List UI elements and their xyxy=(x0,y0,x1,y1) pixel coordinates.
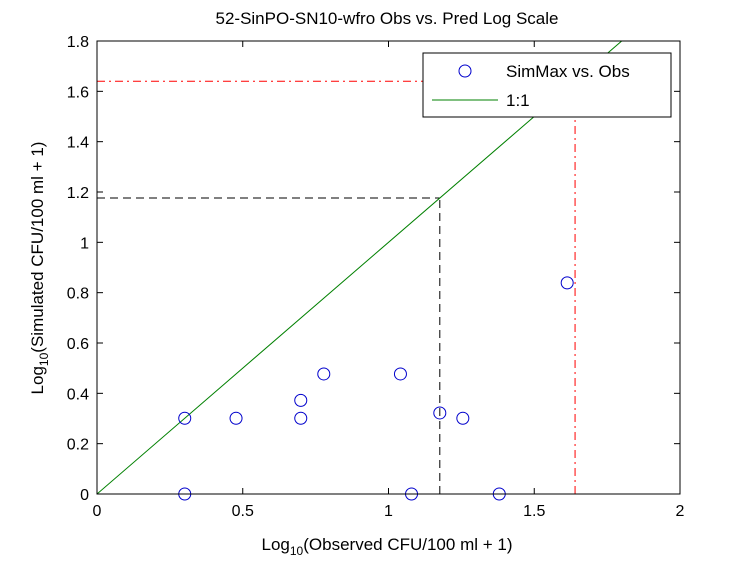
y-axis-label: Log10(Simulated CFU/100 ml + 1) xyxy=(28,142,51,395)
y-tick-label: 0.6 xyxy=(67,336,89,353)
x-axis-label-text: (Observed CFU/100 ml + 1) xyxy=(303,535,512,554)
legend-marker-simmax xyxy=(458,64,472,78)
x-axis-label: Log10(Observed CFU/100 ml + 1) xyxy=(262,535,513,558)
y-tick-label: 1.4 xyxy=(67,135,89,152)
y-axis-ticks: 0 0.2 0.4 0.6 0.8 1 1.2 1.4 1.6 1.8 xyxy=(67,34,680,504)
x-tick-label: 0 xyxy=(93,503,102,520)
x-tick-label: 1 xyxy=(384,503,393,520)
data-point xyxy=(229,411,243,425)
x-tick-label: 2 xyxy=(676,503,685,520)
x-axis-label-prefix: Log xyxy=(262,535,290,554)
legend-label-simmax: SimMax vs. Obs xyxy=(506,62,630,81)
legend-box xyxy=(422,52,672,118)
y-tick-label: 0.8 xyxy=(67,286,89,303)
y-tick-label: 1.2 xyxy=(67,185,89,202)
data-point xyxy=(433,406,447,420)
y-tick-label: 1 xyxy=(80,235,89,252)
y-tick-label: 1.6 xyxy=(67,84,89,101)
data-point xyxy=(456,411,470,425)
x-tick-label: 1.5 xyxy=(523,503,545,520)
data-point xyxy=(560,276,574,290)
x-axis-label-subscript: 10 xyxy=(290,544,304,558)
plot-frame xyxy=(96,40,681,495)
legend: SimMax vs. Obs 1:1 xyxy=(422,52,672,118)
y-tick-label: 1.8 xyxy=(67,34,89,51)
y-tick-label: 0.4 xyxy=(67,386,89,403)
y-axis-label-text: (Simulated CFU/100 ml + 1) xyxy=(28,142,47,353)
chart-title: 52-SinPO-SN10-wfro Obs vs. Pred Log Scal… xyxy=(216,9,559,28)
data-point xyxy=(178,411,192,425)
data-point xyxy=(294,393,308,407)
x-tick-label: 0.5 xyxy=(232,503,254,520)
y-tick-label: 0.2 xyxy=(67,437,89,454)
data-point xyxy=(393,367,407,381)
legend-label-one-to-one: 1:1 xyxy=(506,91,530,110)
data-point xyxy=(317,367,331,381)
y-tick-label: 0 xyxy=(80,487,89,504)
y-axis-label-prefix: Log xyxy=(28,366,47,394)
data-point xyxy=(294,411,308,425)
y-axis-label-subscript: 10 xyxy=(37,352,51,366)
